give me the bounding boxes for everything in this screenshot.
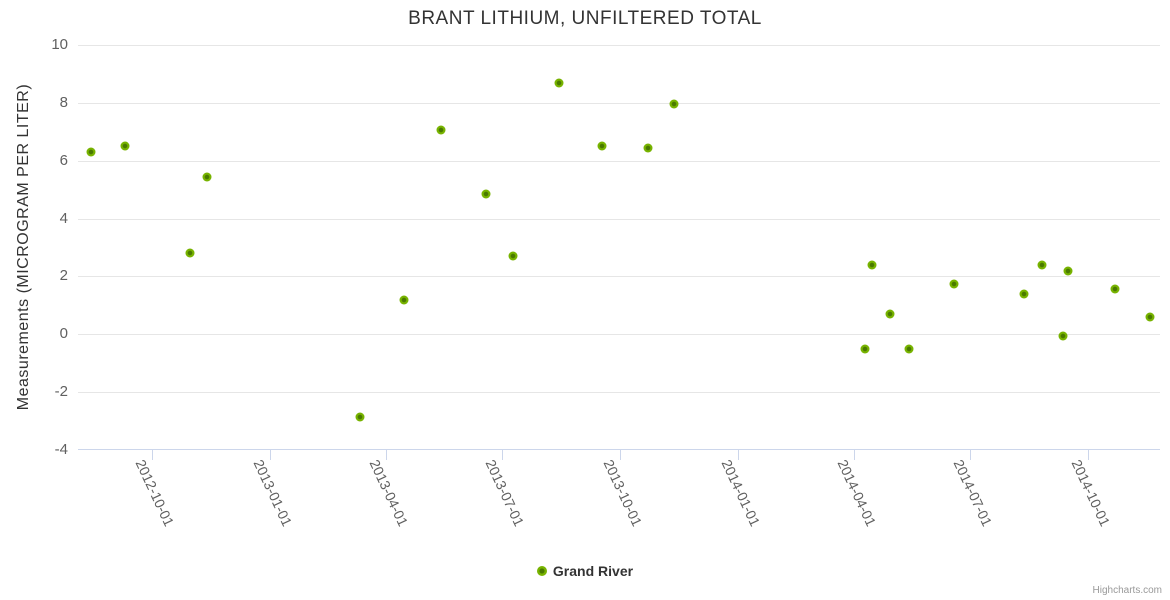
legend-label: Grand River bbox=[552, 563, 634, 579]
data-point[interactable] bbox=[355, 412, 365, 422]
gridline-y-6 bbox=[78, 160, 1160, 162]
gridline-y-0 bbox=[78, 334, 1160, 336]
y-axis-label: 8 bbox=[59, 93, 68, 111]
data-point[interactable] bbox=[185, 248, 195, 258]
x-axis-label: 2014-01-01 bbox=[718, 457, 764, 529]
x-tick bbox=[385, 450, 387, 460]
x-tick bbox=[738, 450, 740, 460]
x-axis-label: 2014-04-01 bbox=[834, 457, 879, 529]
y-axis-label: 0 bbox=[59, 325, 68, 343]
y-axis-label: 2 bbox=[59, 267, 68, 285]
data-point[interactable] bbox=[399, 295, 409, 305]
data-point[interactable] bbox=[554, 78, 564, 88]
x-axis-label: 2014-10-01 bbox=[1068, 457, 1114, 529]
x-axis-label: 2013-07-01 bbox=[482, 457, 528, 529]
data-point[interactable] bbox=[1145, 312, 1155, 322]
gridline-y-4 bbox=[78, 218, 1160, 220]
data-point[interactable] bbox=[1037, 260, 1047, 270]
x-axis-label: 2013-01-01 bbox=[250, 457, 296, 529]
y-axis-label: 6 bbox=[59, 151, 68, 169]
x-tick bbox=[853, 450, 855, 460]
legend-item-grand-river[interactable]: Grand River bbox=[0, 561, 1170, 581]
data-point[interactable] bbox=[949, 279, 959, 289]
data-point[interactable] bbox=[86, 147, 96, 157]
data-point[interactable] bbox=[643, 143, 653, 153]
gridline-y-10 bbox=[78, 45, 1160, 46]
data-point[interactable] bbox=[597, 141, 607, 151]
data-point[interactable] bbox=[669, 99, 679, 109]
y-axis-title: Measurements (MICROGRAM PER LITER) bbox=[15, 83, 32, 411]
x-tick bbox=[502, 450, 504, 460]
data-point[interactable] bbox=[202, 172, 212, 182]
data-point[interactable] bbox=[860, 344, 870, 354]
data-point[interactable] bbox=[120, 141, 130, 151]
y-axis-label: -4 bbox=[54, 441, 68, 458]
data-point[interactable] bbox=[1058, 331, 1068, 341]
gridline-y-8 bbox=[78, 102, 1160, 104]
x-axis-label: 2014-07-01 bbox=[950, 457, 996, 529]
chart-title: BRANT LITHIUM, UNFILTERED TOTAL bbox=[408, 8, 762, 29]
data-point[interactable] bbox=[481, 189, 491, 199]
data-point[interactable] bbox=[508, 251, 518, 261]
x-axis-label: 2013-10-01 bbox=[600, 457, 646, 529]
gridline-y--2 bbox=[78, 392, 1160, 394]
x-tick bbox=[270, 450, 272, 460]
y-axis-label: -2 bbox=[54, 383, 68, 401]
plot-area bbox=[78, 45, 1160, 460]
data-point[interactable] bbox=[1063, 266, 1073, 276]
x-tick bbox=[152, 450, 154, 460]
data-point[interactable] bbox=[1110, 284, 1120, 294]
x-axis-line bbox=[78, 449, 1160, 450]
data-point[interactable] bbox=[1019, 289, 1029, 299]
y-axis-label: 10 bbox=[51, 36, 68, 53]
legend-marker-icon bbox=[536, 566, 547, 576]
x-axis-label: 2013-04-01 bbox=[366, 457, 411, 529]
x-tick bbox=[620, 450, 622, 460]
highcharts-credit-link[interactable]: Highcharts.com bbox=[1092, 585, 1162, 596]
gridline-y-2 bbox=[78, 276, 1160, 278]
data-point[interactable] bbox=[436, 125, 446, 135]
x-tick bbox=[970, 450, 972, 460]
x-axis-label: 2012-10-01 bbox=[132, 457, 178, 529]
y-axis-label: 4 bbox=[59, 209, 68, 227]
x-tick bbox=[1088, 450, 1090, 460]
data-point[interactable] bbox=[867, 260, 877, 270]
data-point[interactable] bbox=[904, 344, 914, 354]
data-point[interactable] bbox=[885, 309, 894, 319]
